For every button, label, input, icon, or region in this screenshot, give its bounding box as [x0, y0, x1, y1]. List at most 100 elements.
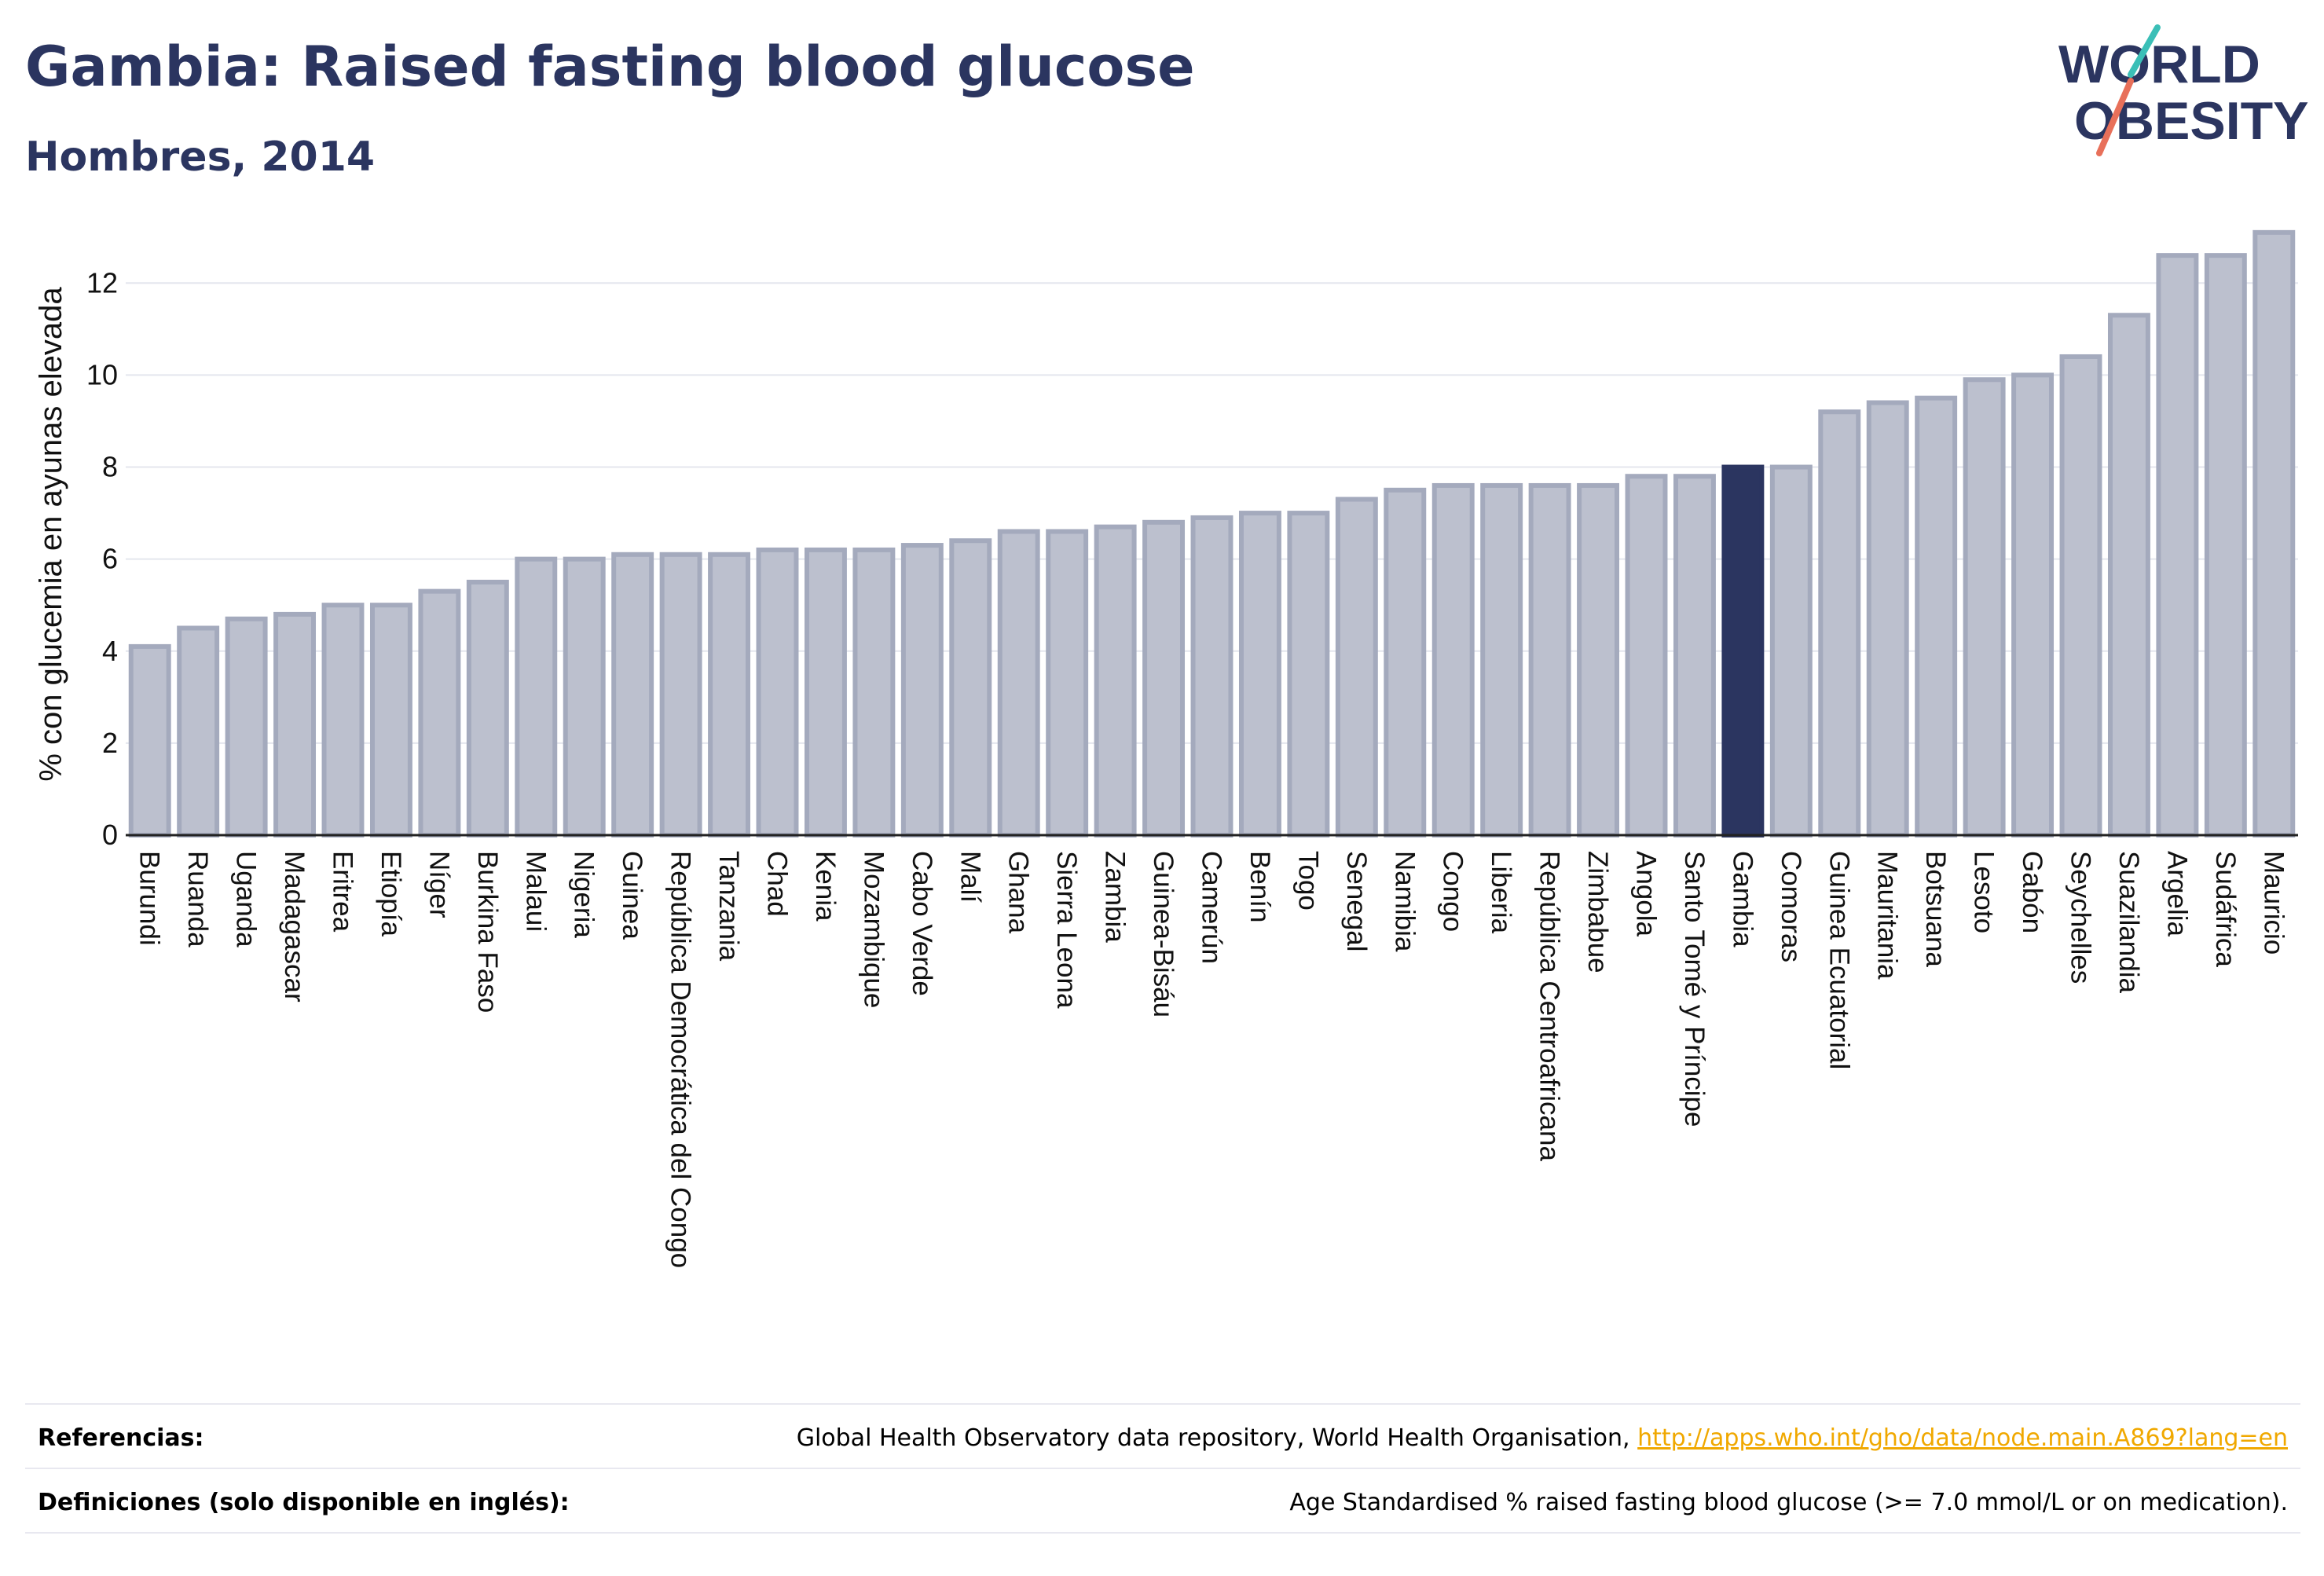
definitions-row: Definiciones (solo disponible en inglés)…: [25, 1469, 2300, 1535]
logo-slash-coral: [2096, 78, 2134, 156]
y-axis-label: % con glucemia en ayunas elevada: [34, 287, 68, 782]
bar-ghana: [997, 529, 1040, 837]
x-tick-label: Benín: [1244, 851, 1275, 922]
y-tick-label: 4: [102, 635, 118, 667]
bar-argelia: [2156, 253, 2199, 837]
bar-sierra-leona: [1046, 529, 1089, 837]
x-tick-label: Guinea Ecuatorial: [1824, 851, 1854, 1069]
bar-senegal: [1335, 497, 1378, 837]
x-tick-label: Etiopía: [376, 851, 406, 936]
x-tick-label: Liberia: [1486, 851, 1516, 934]
x-tick-label: Eritrea: [328, 851, 358, 933]
x-tick-label: Gambia: [1727, 851, 1758, 947]
x-tick-label: Gabón: [2017, 851, 2047, 933]
x-tick-label: Togo: [1292, 851, 1323, 911]
bar-mauricio: [2253, 229, 2296, 837]
x-tick-label: Kenia: [810, 851, 841, 922]
x-tick-label: Botsuana: [1920, 851, 1951, 967]
bar-malaui: [515, 556, 558, 837]
bar-ben-n: [1238, 511, 1281, 837]
y-tick-label: 0: [102, 819, 118, 851]
bar-etiop-a: [369, 603, 412, 837]
bar-zambia: [1094, 524, 1137, 837]
bar-guinea-bis-u: [1142, 519, 1186, 838]
bar-chart: 0 2 4 6 8 10 12 Burundi Ruanda Uganda Madagascar Er…: [34, 229, 2298, 1268]
x-tick-label: Angola: [1631, 851, 1662, 937]
references-row: Referencias: Global Health Observatory d…: [25, 1405, 2300, 1471]
world-obesity-logo: WORLD OBESITY: [2058, 24, 2309, 156]
bar-namibia: [1384, 487, 1427, 838]
x-tick-label: Nigeria: [569, 851, 599, 938]
x-tick-label: Senegal: [1341, 851, 1372, 951]
bar-gab-n: [2011, 372, 2055, 838]
bar-burkina-faso: [466, 579, 509, 838]
x-tick-label: República Centroafricana: [1534, 851, 1565, 1161]
x-tick-label: Malí: [955, 851, 985, 903]
x-tick-label: Comoras: [1776, 851, 1806, 962]
x-tick-label: Uganda: [231, 851, 262, 947]
bar-congo: [1431, 482, 1475, 837]
bar-seychelles: [2059, 354, 2102, 837]
bar-camer-n: [1190, 515, 1233, 837]
x-tick-label: Tanzania: [713, 851, 744, 962]
bar-n-ger: [418, 588, 461, 837]
x-tick-label: Sudáfrica: [2210, 851, 2241, 967]
bar-burundi: [128, 643, 171, 837]
references-link[interactable]: http://apps.who.int/gho/data/node.main.A…: [1637, 1424, 2288, 1452]
definitions-label: Definiciones (solo disponible en inglés)…: [38, 1488, 570, 1516]
bar-liberia: [1480, 482, 1523, 837]
bar-togo: [1287, 511, 1330, 837]
x-tick-label: Mozambique: [858, 851, 889, 1008]
references-value: Global Health Observatory data repositor…: [797, 1424, 2288, 1452]
bar-cabo-verde: [900, 543, 944, 837]
axes: 0 2 4 6 8 10 12 Burundi Ruanda Uganda Madagascar Er…: [86, 266, 2298, 1268]
chart-title: Gambia: Raised fasting blood glucose: [25, 35, 1195, 99]
bar-lesoto: [1963, 377, 2006, 837]
bar-eritrea: [321, 603, 365, 837]
chart-subtitle: Hombres, 2014: [25, 134, 376, 181]
logo-line1: WORLD: [2058, 35, 2260, 94]
bar-madagascar: [273, 611, 317, 838]
x-tick-label: Zambia: [1100, 851, 1131, 943]
bar-zimbabue: [1577, 482, 1620, 837]
footer-rule-middle: [25, 1468, 2300, 1469]
bar-sud-frica: [2204, 253, 2247, 837]
bar-botsuana: [1915, 395, 1958, 837]
bar-comoras: [1769, 464, 1813, 837]
x-tick-label: Camerún: [1197, 851, 1227, 964]
x-tick-label: Madagascar: [279, 851, 310, 1002]
definitions-text: Age Standardised % raised fasting blood …: [1289, 1488, 2288, 1516]
x-tick-label: Ghana: [1003, 851, 1034, 934]
x-tick-label: Malaui: [520, 851, 551, 932]
bar-rep-blica-centroafricana: [1528, 482, 1571, 837]
x-tick-label: Burundi: [134, 851, 165, 946]
bars: [128, 229, 2296, 838]
bar-guinea: [611, 552, 654, 837]
y-tick-label: 6: [102, 543, 118, 575]
references-text: Global Health Observatory data repositor…: [796, 1424, 1630, 1452]
bar-nigeria: [563, 556, 606, 837]
x-tick-label: Guinea-Bisáu: [1148, 851, 1178, 1017]
y-tick-label: 8: [102, 451, 118, 483]
y-tick-label: 2: [102, 727, 118, 759]
bar-tanzania: [708, 552, 751, 837]
x-tick-label: Sierra Leona: [1051, 851, 1082, 1009]
x-tick-label: Zimbabue: [1582, 851, 1613, 973]
footer-rule-top: [25, 1403, 2300, 1405]
logo-slash-teal: [2128, 24, 2161, 78]
x-tick-label: Argelia: [2161, 851, 2192, 936]
bar-gambia: [1721, 464, 1765, 837]
x-tick-label: Guinea: [617, 851, 647, 940]
bar-ruanda: [177, 625, 220, 838]
bar-guinea-ecuatorial: [1818, 409, 1861, 837]
x-tick-label: Namibia: [1389, 851, 1420, 952]
x-tick-label: Santo Tomé y Príncipe: [1679, 851, 1710, 1127]
bar-mozambique: [852, 547, 896, 837]
bar-santo-tom-y-pr-ncipe: [1673, 474, 1716, 838]
x-tick-label: Lesoto: [1969, 851, 2000, 933]
bar-kenia: [804, 547, 847, 837]
y-tick-label: 12: [86, 266, 118, 299]
references-label: Referencias:: [38, 1424, 204, 1452]
bar-suazilandia: [2107, 313, 2150, 837]
x-tick-label: Chad: [762, 851, 793, 917]
